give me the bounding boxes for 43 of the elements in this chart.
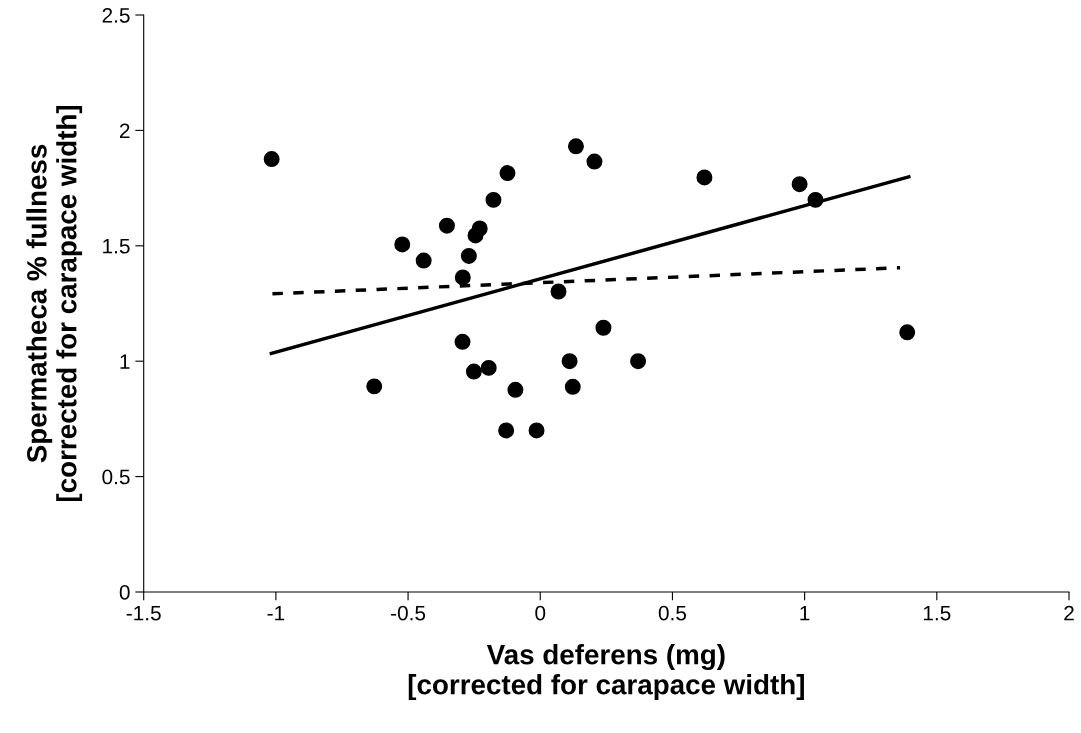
point bbox=[454, 333, 471, 350]
y-tick-label: 0 bbox=[119, 585, 130, 600]
point bbox=[528, 422, 545, 439]
x-axis-title: Vas deferens (mg) [corrected for carapace width] bbox=[408, 644, 804, 700]
x-tick-label: -1 bbox=[267, 605, 285, 621]
x-tick-label: -0.5 bbox=[391, 605, 426, 621]
y-tick-label: 2 bbox=[119, 123, 130, 138]
point bbox=[567, 138, 584, 155]
point bbox=[263, 151, 280, 167]
point bbox=[460, 247, 477, 264]
point bbox=[438, 217, 455, 234]
x-tick-label: 1 bbox=[800, 605, 810, 621]
point bbox=[415, 252, 432, 269]
point bbox=[465, 363, 482, 380]
y-tick-label: 1 bbox=[120, 354, 130, 369]
y-tick-label: 2.5 bbox=[102, 8, 130, 23]
point bbox=[485, 191, 502, 208]
y-tick-label: 0.5 bbox=[102, 469, 130, 485]
point bbox=[899, 324, 916, 341]
y-tick-label: 1.5 bbox=[103, 239, 130, 254]
point bbox=[507, 381, 524, 398]
point bbox=[471, 220, 488, 237]
point bbox=[564, 378, 581, 395]
point bbox=[454, 269, 471, 286]
point bbox=[498, 422, 515, 439]
point bbox=[480, 359, 497, 376]
point bbox=[630, 353, 647, 370]
x-tick-label: 1.5 bbox=[923, 605, 951, 621]
point bbox=[394, 236, 411, 253]
point bbox=[791, 176, 808, 193]
point bbox=[595, 319, 612, 336]
point bbox=[366, 378, 383, 395]
point bbox=[499, 165, 516, 182]
point bbox=[561, 353, 578, 370]
point bbox=[696, 169, 713, 186]
point bbox=[550, 283, 567, 300]
point bbox=[807, 191, 824, 208]
x-tick-label: 2 bbox=[1064, 605, 1074, 621]
point bbox=[586, 153, 603, 170]
x-tick-label: 0 bbox=[535, 605, 546, 621]
x-tick-label: 0.5 bbox=[658, 605, 687, 621]
x-tick-label: -1.5 bbox=[126, 605, 161, 621]
y-axis-title: Spermatheca % fullness [corrected for carapace width] bbox=[26, 105, 83, 502]
